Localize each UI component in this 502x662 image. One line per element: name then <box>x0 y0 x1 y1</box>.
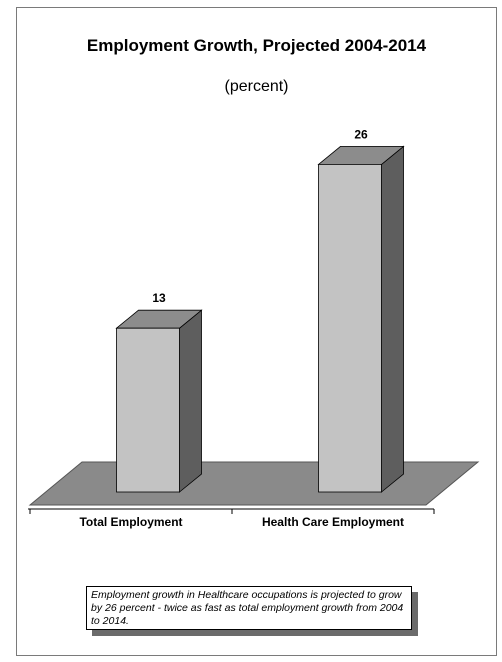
chart-frame: Employment Growth, Projected 2004-2014 (… <box>16 7 497 656</box>
bar-side <box>381 145 404 493</box>
chart-title: Employment Growth, Projected 2004-2014 <box>86 36 427 55</box>
chart-subtitle: (percent) <box>224 78 289 95</box>
x-tick-label: Total Employment <box>79 515 182 529</box>
x-tick-label: Health Care Employment <box>262 515 404 529</box>
data-label: 13 <box>152 291 166 305</box>
bar-side <box>179 309 202 493</box>
chart-floor <box>28 461 480 506</box>
bar <box>318 163 382 493</box>
chart-note: Employment growth in Healthcare occupati… <box>86 586 412 630</box>
data-label: 26 <box>354 127 368 141</box>
bar <box>116 327 180 493</box>
